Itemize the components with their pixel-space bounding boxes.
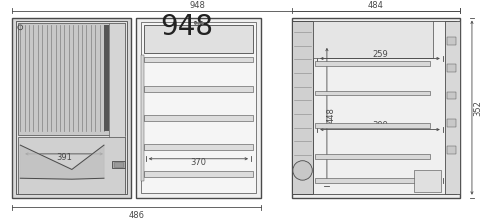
Text: 486: 486 — [128, 211, 144, 220]
Bar — [314, 21, 433, 58]
Bar — [446, 37, 456, 45]
Bar — [446, 64, 456, 72]
Bar — [292, 21, 314, 194]
Bar — [144, 25, 253, 53]
Bar — [18, 137, 126, 194]
Bar — [315, 91, 430, 95]
Text: 484: 484 — [368, 1, 384, 10]
Bar — [144, 144, 253, 150]
Bar — [144, 86, 253, 92]
Bar — [315, 178, 430, 183]
Bar — [136, 18, 260, 198]
Text: 948: 948 — [190, 1, 206, 10]
Bar — [18, 23, 126, 135]
Polygon shape — [20, 145, 104, 179]
Text: 91: 91 — [426, 180, 436, 189]
Circle shape — [293, 161, 312, 180]
Text: 352: 352 — [474, 100, 482, 116]
Text: 259: 259 — [372, 50, 388, 59]
Bar — [414, 170, 441, 192]
Text: 370: 370 — [190, 158, 206, 167]
Text: 391: 391 — [56, 153, 72, 162]
Bar — [112, 161, 126, 169]
Bar — [314, 21, 456, 194]
Text: 448: 448 — [326, 107, 336, 123]
Bar — [141, 23, 256, 193]
Bar — [446, 146, 456, 154]
Text: 309: 309 — [372, 121, 388, 130]
Bar — [144, 57, 253, 62]
Bar — [16, 21, 128, 194]
Bar — [104, 25, 109, 132]
Bar — [144, 171, 253, 177]
Bar — [141, 55, 144, 181]
Bar — [144, 115, 253, 121]
Bar — [446, 92, 456, 99]
Bar — [109, 23, 126, 192]
Bar — [315, 154, 430, 159]
Bar — [114, 162, 124, 167]
Bar — [444, 21, 460, 194]
Bar — [292, 18, 460, 198]
Bar — [315, 123, 430, 128]
Text: 948: 948 — [160, 13, 213, 41]
Bar — [315, 61, 430, 66]
Bar — [446, 119, 456, 127]
Bar — [12, 18, 131, 198]
